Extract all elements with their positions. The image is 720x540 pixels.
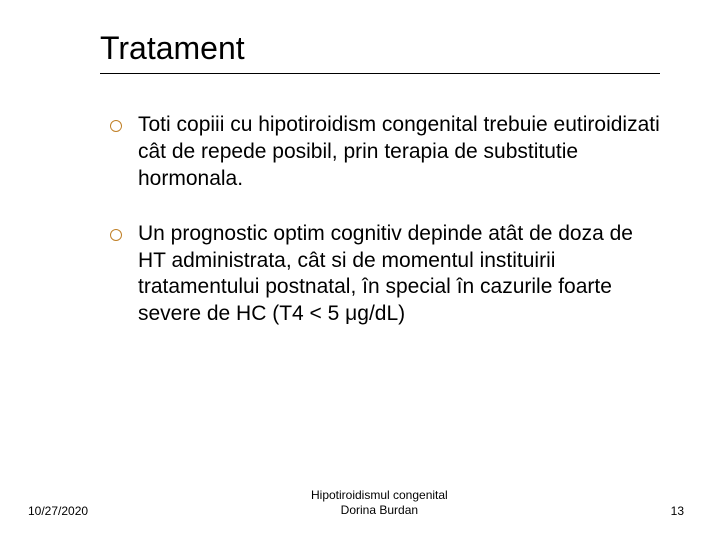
bullet-text: Un prognostic optim cognitiv depinde atâ… [138, 221, 660, 329]
list-item: Toti copiii cu hipotiroidism congenital … [110, 112, 660, 193]
footer-center: Hipotiroidismul congenital Dorina Burdan [88, 488, 671, 518]
slide: Tratament Toti copiii cu hipotiroidism c… [0, 0, 720, 540]
bullet-list: Toti copiii cu hipotiroidism congenital … [100, 112, 660, 328]
footer-title-line1: Hipotiroidismul congenital [88, 488, 671, 503]
footer-page-number: 13 [671, 504, 684, 518]
footer-title-line2: Dorina Burdan [88, 503, 671, 518]
circle-bullet-icon [110, 229, 122, 241]
slide-footer: 10/27/2020 Hipotiroidismul congenital Do… [0, 488, 720, 518]
footer-date: 10/27/2020 [28, 504, 88, 518]
circle-bullet-icon [110, 120, 122, 132]
title-block: Tratament [100, 30, 660, 74]
list-item: Un prognostic optim cognitiv depinde atâ… [110, 221, 660, 329]
slide-title: Tratament [100, 30, 660, 71]
bullet-text: Toti copiii cu hipotiroidism congenital … [138, 112, 660, 193]
title-underline [100, 73, 660, 74]
